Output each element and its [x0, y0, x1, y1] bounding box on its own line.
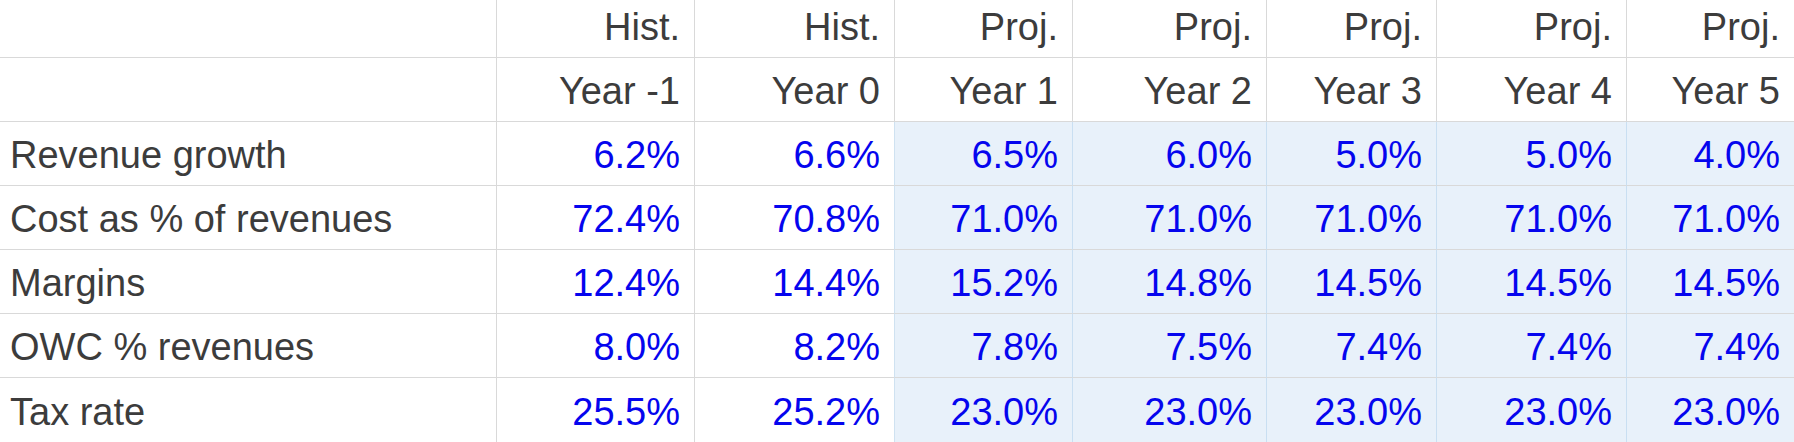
value-cell[interactable]: 8.0%: [497, 314, 695, 378]
value-cell[interactable]: 6.6%: [695, 122, 895, 186]
value-cell[interactable]: 23.0%: [1267, 378, 1437, 442]
corner-cell[interactable]: [0, 0, 497, 58]
year-header-cell[interactable]: Year 0: [695, 58, 895, 122]
period-header-cell[interactable]: Proj.: [1437, 0, 1627, 58]
value-cell[interactable]: 7.4%: [1267, 314, 1437, 378]
value-cell[interactable]: 23.0%: [895, 378, 1073, 442]
row-label-revenue-growth[interactable]: Revenue growth: [0, 122, 497, 186]
assumptions-spreadsheet-table: Hist. Hist. Proj. Proj. Proj. Proj. Proj…: [0, 0, 1794, 442]
value-cell[interactable]: 71.0%: [1437, 186, 1627, 250]
value-cell[interactable]: 5.0%: [1437, 122, 1627, 186]
year-header-cell[interactable]: Year 3: [1267, 58, 1437, 122]
period-header-cell[interactable]: Proj.: [1073, 0, 1267, 58]
value-cell[interactable]: 14.5%: [1627, 250, 1794, 314]
value-cell[interactable]: 23.0%: [1073, 378, 1267, 442]
value-cell[interactable]: 14.5%: [1437, 250, 1627, 314]
value-cell[interactable]: 14.4%: [695, 250, 895, 314]
value-cell[interactable]: 23.0%: [1437, 378, 1627, 442]
value-cell[interactable]: 12.4%: [497, 250, 695, 314]
value-cell[interactable]: 71.0%: [1267, 186, 1437, 250]
value-cell[interactable]: 71.0%: [1073, 186, 1267, 250]
period-header-cell[interactable]: Hist.: [497, 0, 695, 58]
period-header-cell[interactable]: Proj.: [1267, 0, 1437, 58]
row-label-owc-pct-revenues[interactable]: OWC % revenues: [0, 314, 497, 378]
period-header-cell[interactable]: Proj.: [1627, 0, 1794, 58]
value-cell[interactable]: 71.0%: [1627, 186, 1794, 250]
value-cell[interactable]: 7.4%: [1627, 314, 1794, 378]
value-cell[interactable]: 6.5%: [895, 122, 1073, 186]
value-cell[interactable]: 7.8%: [895, 314, 1073, 378]
value-cell[interactable]: 7.4%: [1437, 314, 1627, 378]
year-header-cell[interactable]: Year 4: [1437, 58, 1627, 122]
row-label-margins[interactable]: Margins: [0, 250, 497, 314]
value-cell[interactable]: 72.4%: [497, 186, 695, 250]
year-header-cell[interactable]: Year 2: [1073, 58, 1267, 122]
value-cell[interactable]: 71.0%: [895, 186, 1073, 250]
value-cell[interactable]: 5.0%: [1267, 122, 1437, 186]
year-header-cell[interactable]: Year 1: [895, 58, 1073, 122]
value-cell[interactable]: 4.0%: [1627, 122, 1794, 186]
year-header-cell[interactable]: Year -1: [497, 58, 695, 122]
value-cell[interactable]: 14.8%: [1073, 250, 1267, 314]
row-label-tax-rate[interactable]: Tax rate: [0, 378, 497, 442]
period-header-cell[interactable]: Proj.: [895, 0, 1073, 58]
value-cell[interactable]: 25.5%: [497, 378, 695, 442]
year-header-cell[interactable]: Year 5: [1627, 58, 1794, 122]
value-cell[interactable]: 6.0%: [1073, 122, 1267, 186]
corner-cell[interactable]: [0, 58, 497, 122]
period-header-cell[interactable]: Hist.: [695, 0, 895, 58]
value-cell[interactable]: 70.8%: [695, 186, 895, 250]
value-cell[interactable]: 8.2%: [695, 314, 895, 378]
value-cell[interactable]: 6.2%: [497, 122, 695, 186]
row-label-cost-pct-revenues[interactable]: Cost as % of revenues: [0, 186, 497, 250]
value-cell[interactable]: 14.5%: [1267, 250, 1437, 314]
value-cell[interactable]: 15.2%: [895, 250, 1073, 314]
value-cell[interactable]: 23.0%: [1627, 378, 1794, 442]
value-cell[interactable]: 25.2%: [695, 378, 895, 442]
value-cell[interactable]: 7.5%: [1073, 314, 1267, 378]
